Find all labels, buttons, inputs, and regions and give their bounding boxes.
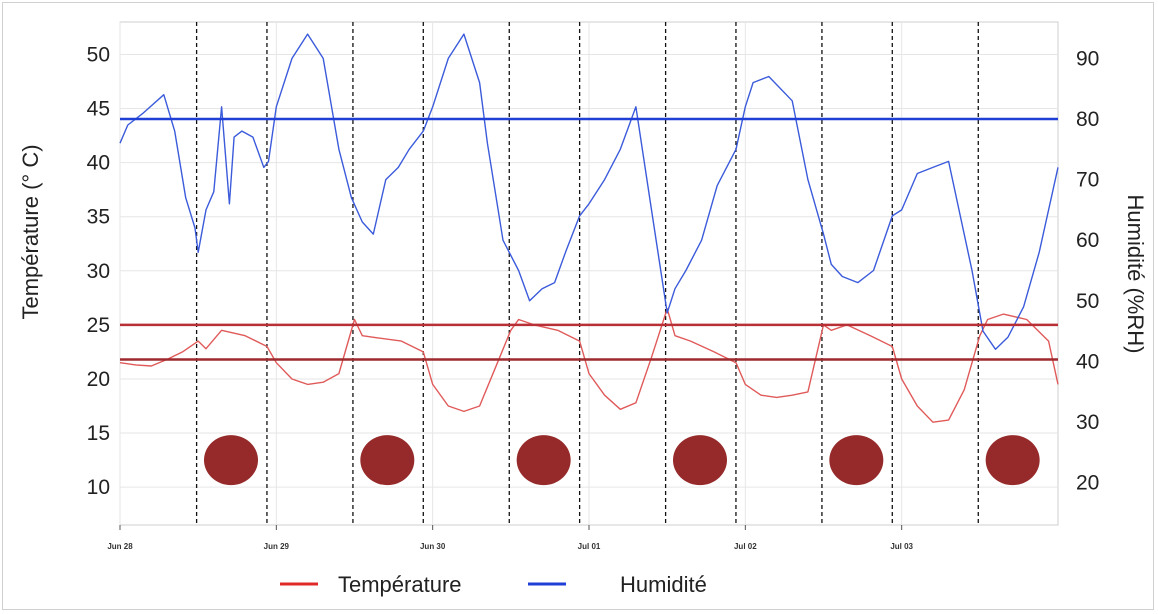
y-tick-label: 40 xyxy=(87,152,110,175)
y2-axis-label: Humidité (%RH) xyxy=(1123,195,1148,354)
legend-label-humidity: Humidité xyxy=(620,572,707,597)
y-tick-label: 35 xyxy=(87,206,110,229)
y-tick-label: 10 xyxy=(87,476,110,499)
y-tick-label: 25 xyxy=(87,314,110,337)
reference-lines xyxy=(120,117,1058,361)
y2-tick-label: 30 xyxy=(1076,411,1099,434)
night-marker xyxy=(672,435,727,486)
x-tick-label: Jul 03 xyxy=(890,542,913,551)
y2-axis-ticks: 90 80 70 60 50 40 30 20 xyxy=(1076,47,1099,494)
x-tick-label: Jun 28 xyxy=(107,542,133,551)
y-tick-label: 15 xyxy=(87,422,110,445)
legend: Température Humidité xyxy=(280,572,707,597)
y2-tick-label: 70 xyxy=(1076,169,1099,192)
y-axis-label: Température (° C) xyxy=(18,144,43,319)
y-tick-label: 20 xyxy=(87,368,110,391)
night-marker xyxy=(360,435,415,486)
x-axis-ticks: Jun 28 Jun 29 Jun 30 Jul 01 Jul 02 Jul 03 xyxy=(107,525,914,551)
y2-tick-label: 20 xyxy=(1076,472,1099,495)
y-axis-ticks: 50 45 40 35 30 25 20 15 10 xyxy=(87,43,110,499)
series-layer xyxy=(119,33,1059,423)
x-tick-label: Jul 02 xyxy=(734,542,757,551)
x-tick-label: Jun 30 xyxy=(420,542,446,551)
y2-tick-label: 90 xyxy=(1076,47,1099,70)
x-tick-label: Jul 01 xyxy=(578,542,601,551)
y2-tick-label: 50 xyxy=(1076,290,1099,313)
night-marker xyxy=(516,435,571,486)
y2-tick-label: 60 xyxy=(1076,229,1099,252)
night-marker xyxy=(829,435,884,486)
night-marker xyxy=(985,435,1040,486)
night-markers xyxy=(203,435,1040,486)
y-tick-label: 30 xyxy=(87,260,110,283)
y-tick-label: 50 xyxy=(87,43,110,66)
series-line-temperature xyxy=(119,308,1059,423)
y2-tick-label: 80 xyxy=(1076,108,1099,131)
y2-tick-label: 40 xyxy=(1076,350,1099,373)
x-tick-label: Jun 29 xyxy=(264,542,290,551)
night-marker xyxy=(203,435,258,486)
series-line-humidity xyxy=(119,33,1059,350)
y-tick-label: 45 xyxy=(87,98,110,121)
legend-label-temperature: Température xyxy=(338,572,462,597)
